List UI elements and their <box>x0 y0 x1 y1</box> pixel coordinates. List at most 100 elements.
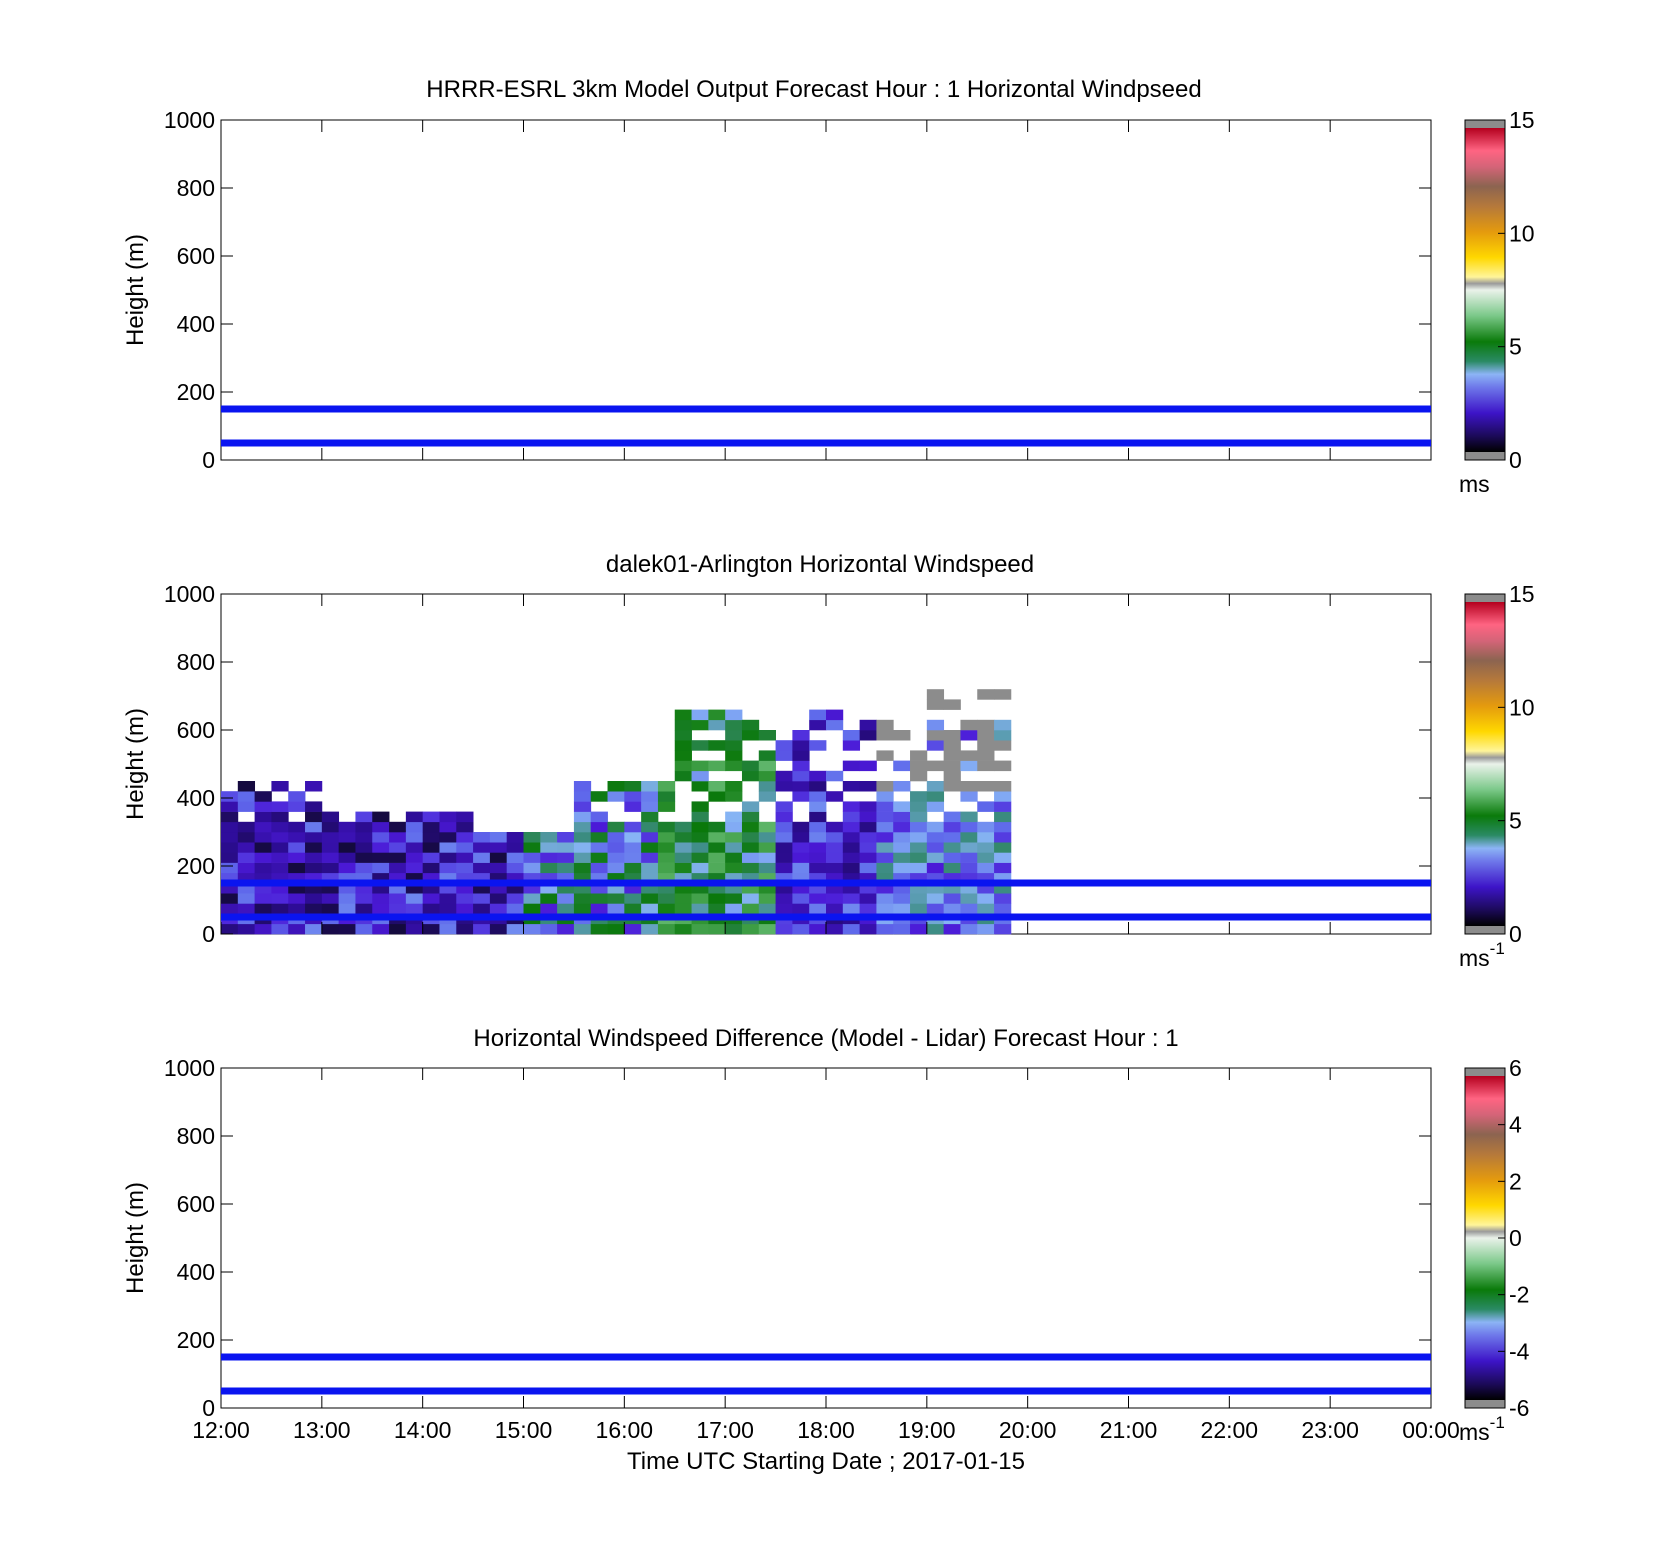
panel-lidar-cell <box>741 801 760 812</box>
panel-lidar-cell <box>725 760 743 772</box>
panel-lidar-cell <box>758 883 776 894</box>
panel-lidar-cell <box>691 903 709 914</box>
panel-lidar-cell <box>573 893 592 904</box>
panel-lidar-cell <box>943 699 961 710</box>
panel-lidar-cell <box>674 903 692 914</box>
panel-lidar-cell <box>321 893 340 904</box>
panel-lidar-cell <box>994 893 1012 904</box>
panel-lidar-cell <box>237 791 256 802</box>
panel-model-colorbar-tick-label: 5 <box>1509 334 1522 360</box>
panel-lidar-cell <box>237 862 256 874</box>
panel-lidar-cell <box>473 842 491 853</box>
panel-lidar-cell <box>439 893 457 904</box>
panel-lidar-cell <box>489 923 508 935</box>
panel-lidar-cell <box>271 923 289 935</box>
panel-lidar-cell <box>758 770 776 782</box>
panel-lidar-cell <box>288 842 306 853</box>
panel-difference-colorbar: -6 -4 -2 0 2 4 6 ms-1 <box>1459 1055 1530 1445</box>
panel-difference-colorbar-tick-label: -6 <box>1509 1395 1529 1421</box>
panel-lidar-cell <box>489 842 508 853</box>
panel-lidar-cell <box>725 862 743 874</box>
panel-lidar-colorbar-tick-label: 5 <box>1509 808 1522 834</box>
panel-lidar-cell <box>573 862 592 874</box>
panel-lidar-cell <box>506 923 524 935</box>
panel-lidar-cell <box>271 781 289 792</box>
panel-lidar-reference-lines <box>221 879 1431 921</box>
panel-lidar-cell <box>994 883 1012 894</box>
panel-lidar-cell <box>708 893 726 904</box>
panel-lidar-cell <box>691 821 709 833</box>
panel-lidar-colorbar-tick-label: 0 <box>1509 921 1522 947</box>
panel-difference: Horizontal Windspeed Difference (Model -… <box>122 1025 1530 1475</box>
panel-lidar-cell <box>758 903 776 914</box>
panel-lidar-cell <box>237 781 256 792</box>
panel-lidar-cell <box>708 832 726 843</box>
panel-lidar-cell <box>876 862 894 874</box>
panel-lidar-cell <box>221 903 239 914</box>
panel-lidar-cell <box>926 821 945 833</box>
panel-lidar-cell <box>355 903 373 914</box>
panel-lidar-colorbar: 0 5 10 15 ms-1 <box>1459 581 1535 971</box>
panel-lidar-cell <box>708 760 726 772</box>
panel-lidar-cell <box>910 893 928 904</box>
panel-lidar-cell <box>910 760 928 772</box>
panel-lidar-cell <box>943 883 961 894</box>
panel-lidar-cell <box>305 781 323 792</box>
panel-lidar-cell <box>809 770 827 782</box>
panel-lidar-cell <box>674 821 692 833</box>
panel-lidar-cell <box>859 862 877 874</box>
panel-lidar-cell <box>758 821 776 833</box>
panel-lidar-cell <box>389 842 407 853</box>
panel-lidar-cell <box>271 811 289 823</box>
panel-lidar-cell <box>590 862 608 874</box>
panel-lidar-cell <box>893 832 911 843</box>
panel-lidar-cell <box>641 811 659 823</box>
panel-lidar-cell <box>977 842 995 853</box>
panel-lidar-cell <box>758 862 776 874</box>
panel-lidar-cell <box>305 883 323 894</box>
panel-model-colorbar-frame <box>1464 119 1506 461</box>
panel-lidar-cell <box>725 842 743 853</box>
panel-lidar-cell <box>994 730 1012 741</box>
panel-lidar-cell <box>960 862 978 874</box>
panel-lidar-cell <box>926 689 945 700</box>
panel-lidar-cell <box>842 883 861 894</box>
panel-lidar-cell <box>809 821 827 833</box>
panel-lidar-cell <box>338 821 356 833</box>
panel-lidar-cell <box>826 852 844 863</box>
panel-lidar-cell <box>338 883 356 894</box>
panel-lidar-cell <box>573 903 592 914</box>
panel-lidar-cell <box>221 801 239 812</box>
panel-lidar-cell <box>557 903 575 914</box>
panel-lidar-cell <box>506 893 524 904</box>
panel-lidar-cell <box>741 811 760 823</box>
panel-lidar-cell <box>607 832 625 843</box>
panel-lidar-cell <box>506 903 524 914</box>
panel-lidar-cell <box>792 750 810 761</box>
panel-lidar-cell <box>590 852 608 863</box>
panel-lidar-cell <box>943 872 961 884</box>
panel-lidar-cell <box>221 842 239 853</box>
panel-lidar-cell <box>288 872 306 884</box>
panel-model-xticks <box>220 120 1432 460</box>
panel-lidar-cell <box>641 842 659 853</box>
panel-lidar-cell <box>859 811 877 823</box>
panel-lidar-cell <box>372 811 390 823</box>
panel-lidar-cell <box>305 821 323 833</box>
panel-lidar-cell <box>943 730 961 741</box>
panel-lidar-colorbar-under <box>1465 926 1505 934</box>
panel-difference-xtick-label: 17:00 <box>696 1417 754 1443</box>
panel-lidar-cell <box>641 893 659 904</box>
panel-lidar-cell <box>926 872 945 884</box>
panel-lidar-cell <box>910 801 928 812</box>
panel-lidar-cell <box>960 842 978 853</box>
panel-lidar-cell <box>389 903 407 914</box>
panel-difference-colorbar-unit: ms-1 <box>1459 1413 1505 1445</box>
panel-lidar-cell <box>725 903 743 914</box>
panel-lidar-cell <box>624 791 642 802</box>
panel-lidar-cell <box>321 903 340 914</box>
panel-lidar-cell <box>355 923 373 935</box>
panel-difference-yticks: 0 200 400 600 800 1000 <box>164 1055 1431 1421</box>
panel-lidar-cell <box>725 811 743 823</box>
